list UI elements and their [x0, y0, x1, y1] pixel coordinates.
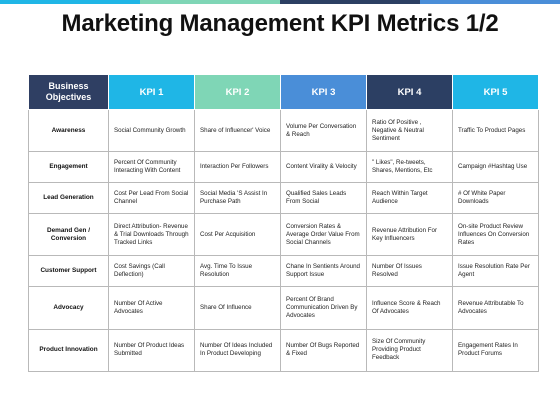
kpi-cell: # Of White Paper Downloads [452, 182, 539, 214]
kpi-cell: " Likes", Re-tweets, Shares, Mentions, E… [366, 151, 453, 184]
kpi-cell: Reach Within Target Audience [366, 182, 453, 214]
table-row: Engagement Percent Of Community Interact… [28, 151, 539, 184]
kpi-cell: Social Community Growth [108, 108, 195, 153]
header-kpi-5: KPI 5 [452, 74, 539, 110]
kpi-cell: Revenue Attribution For Key Influencers [366, 212, 453, 257]
kpi-cell: Conversion Rates & Average Order Value F… [280, 212, 367, 257]
accent-segment [140, 0, 280, 4]
top-accent-bar [0, 0, 560, 4]
header-kpi-3: KPI 3 [280, 74, 367, 110]
table-row: Advocacy Number Of Active Advocates Shar… [28, 286, 539, 330]
kpi-cell: Cost Per Acquisition [194, 212, 281, 257]
kpi-cell: Number Of Product Ideas Submitted [108, 328, 195, 373]
kpi-cell: Social Media 'S Assist In Purchase Path [194, 182, 281, 214]
kpi-cell: Number Of Active Advocates [108, 286, 195, 330]
table-row: Lead Generation Cost Per Lead From Socia… [28, 182, 539, 214]
kpi-cell: Size Of Community Providing Product Feed… [366, 328, 453, 373]
kpi-cell: Number Of Bugs Reported & Fixed [280, 328, 367, 373]
kpi-cell: Share Of Influence [194, 286, 281, 330]
accent-segment [0, 0, 140, 4]
header-row: Business Objectives KPI 1 KPI 2 KPI 3 KP… [28, 74, 539, 110]
kpi-cell: Revenue Attributable To Advocates [452, 286, 539, 330]
kpi-cell: Avg. Time To Issue Resolution [194, 255, 281, 288]
table-row: Demand Gen / Conversion Direct Attributi… [28, 212, 539, 257]
table-row: Awareness Social Community Growth Share … [28, 108, 539, 153]
table-row: Customer Support Cost Savings (Call Defl… [28, 255, 539, 288]
kpi-cell: Issue Resolution Rate Per Agent [452, 255, 539, 288]
kpi-cell: Qualified Sales Leads From Social [280, 182, 367, 214]
header-kpi-2: KPI 2 [194, 74, 281, 110]
header-kpi-1: KPI 1 [108, 74, 195, 110]
kpi-cell: Cost Savings (Call Deflection) [108, 255, 195, 288]
kpi-cell: Percent Of Brand Communication Driven By… [280, 286, 367, 330]
objective-cell: Advocacy [28, 286, 109, 330]
objective-cell: Engagement [28, 151, 109, 184]
objective-cell: Awareness [28, 108, 109, 153]
kpi-cell: Ratio Of Positive , Negative & Neutral S… [366, 108, 453, 153]
objective-cell: Lead Generation [28, 182, 109, 214]
kpi-cell: Traffic To Product Pages [452, 108, 539, 153]
kpi-cell: Percent Of Community Interacting With Co… [108, 151, 195, 184]
objective-cell: Product Innovation [28, 328, 109, 373]
kpi-cell: Cost Per Lead From Social Channel [108, 182, 195, 214]
kpi-cell: Share of Influencer' Voice [194, 108, 281, 153]
kpi-cell: Interaction Per Followers [194, 151, 281, 184]
header-business-objectives: Business Objectives [28, 74, 109, 110]
kpi-cell: Volume Per Conversation & Reach [280, 108, 367, 153]
header-kpi-4: KPI 4 [366, 74, 453, 110]
page-title: Marketing Management KPI Metrics 1/2 [61, 10, 499, 37]
kpi-cell: Influence Score & Reach Of Advocates [366, 286, 453, 330]
kpi-cell: Direct Attribution- Revenue & Trial Down… [108, 212, 195, 257]
kpi-cell: Content Virality & Velocity [280, 151, 367, 184]
accent-segment [280, 0, 420, 4]
kpi-cell: Campaign #Hashtag Use [452, 151, 539, 184]
kpi-cell: Chane In Sentients Around Support Issue [280, 255, 367, 288]
kpi-cell: Engagement Rates In Product Forums [452, 328, 539, 373]
accent-segment [420, 0, 560, 4]
objective-cell: Demand Gen / Conversion [28, 212, 109, 257]
objective-cell: Customer Support [28, 255, 109, 288]
table-row: Product Innovation Number Of Product Ide… [28, 328, 539, 373]
kpi-cell: Number Of Ideas Included In Product Deve… [194, 328, 281, 373]
kpi-cell: Number Of Issues Resolved [366, 255, 453, 288]
kpi-cell: On-site Product Review Influences On Con… [452, 212, 539, 257]
kpi-table: Business Objectives KPI 1 KPI 2 KPI 3 KP… [28, 74, 539, 373]
